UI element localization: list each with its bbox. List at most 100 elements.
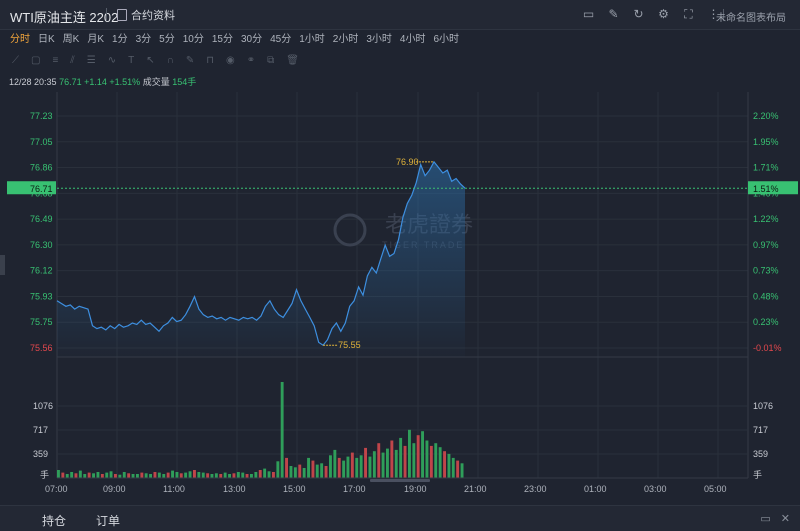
- contract-info-button[interactable]: 合约资料: [117, 7, 175, 23]
- volume-bar: [267, 471, 271, 478]
- volume-bar: [429, 445, 433, 478]
- x-tick-label: 01:00: [584, 484, 607, 494]
- volume-bar: [302, 468, 306, 478]
- lock-icon[interactable]: ⊓: [206, 55, 215, 66]
- volume-bar: [157, 472, 161, 478]
- volume-bar: [83, 474, 87, 478]
- fullscreen-icon[interactable]: ⛶: [684, 7, 693, 21]
- line-tool-icon[interactable]: ⟋: [12, 55, 19, 66]
- rect-tool-icon[interactable]: ▢: [31, 55, 41, 66]
- current-pct-badge: [748, 181, 798, 195]
- fib-tool-icon[interactable]: ☰: [86, 55, 96, 66]
- volume-bar: [434, 443, 438, 478]
- fold-icon[interactable]: ▭: [760, 513, 771, 525]
- trash-icon[interactable]: 🗑: [286, 55, 299, 66]
- period-tab[interactable]: 30分: [240, 34, 263, 45]
- period-tab[interactable]: 4小时: [399, 34, 426, 45]
- volume-bar: [74, 473, 78, 478]
- current-price-badge: [7, 181, 56, 195]
- period-tab[interactable]: 日K: [38, 34, 55, 45]
- volume-bar: [408, 429, 411, 478]
- chart-scroll-handle[interactable]: [370, 479, 430, 482]
- volume-bar: [285, 457, 288, 478]
- period-tab[interactable]: 10分: [182, 34, 204, 45]
- period-tab[interactable]: 1分: [112, 34, 128, 45]
- volume-bar: [342, 460, 346, 478]
- copy-icon[interactable]: ⧉: [267, 55, 275, 66]
- pencil-icon[interactable]: ✎: [185, 55, 195, 66]
- volume-unit-label-right: 手: [753, 469, 762, 480]
- volume-bar: [368, 456, 372, 478]
- price-tick-label: 75.93: [30, 291, 53, 301]
- period-tab[interactable]: 2小时: [332, 34, 359, 45]
- volume-tick-label: 717: [33, 425, 48, 435]
- wave-tool-icon[interactable]: ∿: [107, 55, 117, 66]
- header-tools: ▭ ✎ ↻ ⚙ ⛶ ⋮: [582, 8, 720, 21]
- volume-bar: [254, 472, 258, 478]
- period-tab[interactable]: 6小时: [433, 34, 460, 45]
- layout-selector[interactable]: 未命名图表布局: [716, 13, 786, 24]
- side-panel-handle[interactable]: [0, 255, 5, 275]
- period-tab[interactable]: 3小时: [366, 34, 392, 45]
- volume-bar: [403, 445, 407, 478]
- text-tool-icon[interactable]: T: [128, 55, 135, 66]
- volume-bar: [355, 457, 359, 478]
- document-icon: [117, 9, 127, 21]
- price-line: [56, 160, 466, 346]
- period-tab[interactable]: 月K: [87, 34, 105, 45]
- horizontal-line-icon[interactable]: ≡: [52, 55, 59, 66]
- current-pct-label: 1.51%: [753, 184, 779, 194]
- x-tick-label: 07:00: [45, 484, 68, 494]
- volume-bar: [171, 470, 174, 478]
- period-tab[interactable]: 1小时: [299, 34, 325, 45]
- volume-bar: [109, 471, 113, 478]
- volume-bar: [350, 452, 354, 478]
- period-tab[interactable]: 5分: [159, 34, 175, 45]
- screen-icon[interactable]: ▭: [582, 7, 595, 21]
- volume-bar: [92, 473, 95, 478]
- volume-tick-label-right: 1076: [753, 401, 773, 411]
- x-tick-label: 03:00: [644, 484, 667, 494]
- volume-bar: [280, 382, 284, 478]
- volume-bar: [184, 472, 188, 478]
- pct-tick-label: 2.20%: [753, 111, 779, 121]
- price-area: [57, 161, 465, 357]
- eye-icon[interactable]: ◉: [226, 55, 235, 66]
- settings-icon[interactable]: ⚙: [658, 7, 669, 21]
- period-tab[interactable]: 3分: [135, 34, 152, 45]
- period-tab[interactable]: 45分: [270, 34, 292, 45]
- volume-bar: [425, 440, 429, 478]
- bottom-bar: 持仓 订单 ▭ ✕: [0, 505, 800, 531]
- x-tick-label: 13:00: [223, 484, 246, 494]
- volume-value: 154手: [172, 77, 197, 87]
- arrow-tool-icon[interactable]: ↖: [146, 55, 155, 66]
- price-tick-label: 76.30: [30, 240, 53, 250]
- tab-orders[interactable]: 订单: [96, 514, 121, 528]
- period-tab[interactable]: 分时: [10, 34, 30, 45]
- volume-bar: [412, 443, 416, 478]
- volume-bar: [96, 472, 100, 478]
- magnet-icon[interactable]: ∩: [166, 55, 174, 66]
- volume-bar: [70, 472, 74, 478]
- x-tick-label: 19:00: [404, 484, 427, 494]
- refresh-icon[interactable]: ↻: [633, 7, 644, 21]
- volume-bar: [166, 472, 170, 478]
- more-icon[interactable]: ⋮: [707, 7, 720, 21]
- pct-tick-label: 0.97%: [753, 240, 779, 250]
- volume-bar: [193, 470, 196, 478]
- low-label: 75.55: [338, 340, 361, 350]
- period-tab[interactable]: 周K: [62, 34, 80, 45]
- channel-tool-icon[interactable]: ⫽: [70, 55, 75, 66]
- bottom-icons: ▭ ✕: [760, 512, 790, 525]
- intraday-chart[interactable]: 77.232.20%77.051.95%76.861.71%76.681.46%…: [0, 92, 800, 504]
- volume-bar: [144, 473, 148, 478]
- tab-positions[interactable]: 持仓: [42, 514, 67, 528]
- draw-icon[interactable]: ✎: [608, 7, 619, 21]
- close-icon[interactable]: ✕: [780, 513, 790, 525]
- volume-bar: [206, 473, 210, 478]
- volume-bar: [443, 451, 446, 478]
- volume-bar: [162, 474, 166, 478]
- link-icon[interactable]: ⚭: [246, 55, 256, 66]
- volume-bar: [346, 456, 350, 478]
- period-tab[interactable]: 15分: [211, 34, 233, 45]
